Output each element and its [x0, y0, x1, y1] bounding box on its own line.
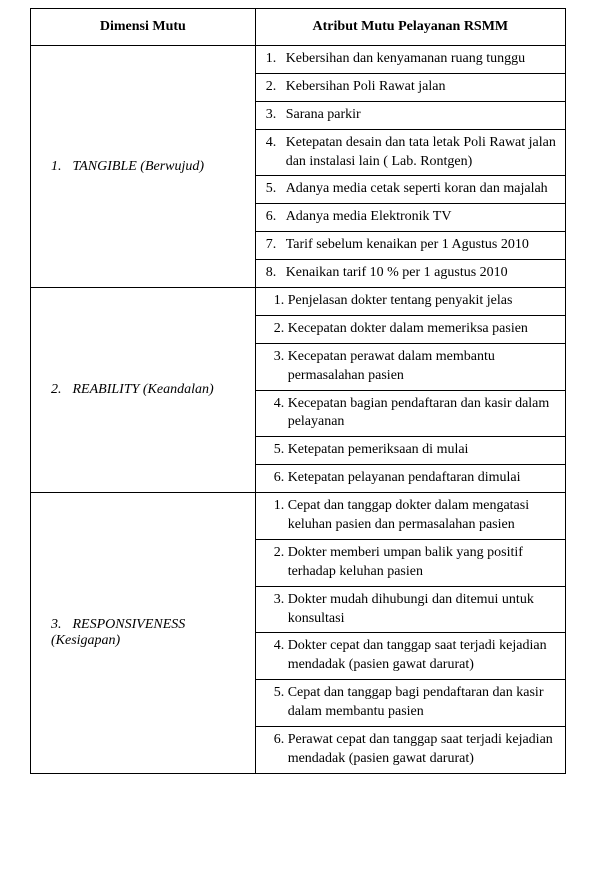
- attribute-cell: 4. Ketepatan desain dan tata letak Poli …: [255, 129, 565, 176]
- attr-num: 5.: [266, 180, 286, 199]
- attribute-cell: 5. Adanya media cetak seperti koran dan …: [255, 176, 565, 204]
- attribute-cell: 6. Ketepatan pelayanan pendaftaran dimul…: [255, 465, 565, 493]
- attr-num: 8.: [266, 264, 286, 283]
- attr-num: 6.: [266, 208, 286, 227]
- attr-text: Cepat dan tanggap dokter dalam mengatasi…: [286, 497, 559, 535]
- attr-num: 2.: [266, 78, 286, 97]
- attr-text: Kecepatan dokter dalam memeriksa pasien: [286, 320, 559, 339]
- attribute-cell: 6. Adanya media Elektronik TV: [255, 204, 565, 232]
- attribute-cell: 3. Kecepatan perawat dalam membantu perm…: [255, 343, 565, 390]
- quality-table: Dimensi Mutu Atribut Mutu Pelayanan RSMM…: [30, 8, 566, 774]
- attr-text: Adanya media cetak seperti koran dan maj…: [286, 180, 559, 199]
- attr-text: Sarana parkir: [286, 106, 559, 125]
- attribute-cell: 1. Cepat dan tanggap dokter dalam mengat…: [255, 493, 565, 540]
- attr-text: Dokter cepat dan tanggap saat terjadi ke…: [286, 637, 559, 675]
- attr-num: 3.: [266, 106, 286, 125]
- attr-num: 4.: [266, 134, 286, 172]
- attribute-cell: 7. Tarif sebelum kenaikan per 1 Agustus …: [255, 232, 565, 260]
- attr-num: 2.: [266, 544, 286, 582]
- attr-num: 6.: [266, 469, 286, 488]
- dimension-label: REABILITY (Keandalan): [73, 382, 214, 397]
- attribute-cell: 3. Dokter mudah dihubungi dan ditemui un…: [255, 586, 565, 633]
- attribute-cell: 8. Kenaikan tarif 10 % per 1 agustus 201…: [255, 260, 565, 288]
- attr-text: Ketepatan pemeriksaan di mulai: [286, 441, 559, 460]
- attribute-cell: 1. Penjelasan dokter tentang penyakit je…: [255, 288, 565, 316]
- table-row: 3. RESPONSIVENESS (Kesigapan) 1. Cepat d…: [31, 493, 566, 540]
- attribute-cell: 5. Cepat dan tanggap bagi pendaftaran da…: [255, 680, 565, 727]
- table-row: 2. REABILITY (Keandalan) 1. Penjelasan d…: [31, 288, 566, 316]
- dimension-num: 3.: [51, 617, 69, 633]
- attribute-cell: 3. Sarana parkir: [255, 101, 565, 129]
- attribute-cell: 6. Perawat cepat dan tanggap saat terjad…: [255, 727, 565, 774]
- attribute-cell: 2. Kebersihan Poli Rawat jalan: [255, 73, 565, 101]
- attr-num: 5.: [266, 441, 286, 460]
- dimension-num: 1.: [51, 159, 69, 175]
- attr-num: 1.: [266, 50, 286, 69]
- header-dimension: Dimensi Mutu: [31, 9, 256, 46]
- attr-text: Penjelasan dokter tentang penyakit jelas: [286, 292, 559, 311]
- attribute-cell: 2. Dokter memberi umpan balik yang posit…: [255, 539, 565, 586]
- attr-num: 4.: [266, 395, 286, 433]
- attr-text: Tarif sebelum kenaikan per 1 Agustus 201…: [286, 236, 559, 255]
- dimension-label: RESPONSIVENESS (Kesigapan): [51, 617, 185, 648]
- attr-num: 3.: [266, 348, 286, 386]
- attribute-cell: 1. Kebersihan dan kenyamanan ruang tungg…: [255, 46, 565, 74]
- table-row: 1. TANGIBLE (Berwujud) 1. Kebersihan dan…: [31, 46, 566, 74]
- dimension-cell: 1. TANGIBLE (Berwujud): [31, 46, 256, 288]
- table-header-row: Dimensi Mutu Atribut Mutu Pelayanan RSMM: [31, 9, 566, 46]
- attr-text: Perawat cepat dan tanggap saat terjadi k…: [286, 731, 559, 769]
- dimension-label: TANGIBLE (Berwujud): [73, 159, 205, 174]
- attr-text: Cepat dan tanggap bagi pendaftaran dan k…: [286, 684, 559, 722]
- attr-text: Kecepatan bagian pendaftaran dan kasir d…: [286, 395, 559, 433]
- header-attribute: Atribut Mutu Pelayanan RSMM: [255, 9, 565, 46]
- attribute-cell: 5. Ketepatan pemeriksaan di mulai: [255, 437, 565, 465]
- attr-text: Dokter mudah dihubungi dan ditemui untuk…: [286, 591, 559, 629]
- dimension-cell: 2. REABILITY (Keandalan): [31, 288, 256, 493]
- attribute-cell: 4. Dokter cepat dan tanggap saat terjadi…: [255, 633, 565, 680]
- attr-num: 1.: [266, 497, 286, 535]
- attr-text: Adanya media Elektronik TV: [286, 208, 559, 227]
- attribute-cell: 2. Kecepatan dokter dalam memeriksa pasi…: [255, 315, 565, 343]
- attr-text: Kebersihan Poli Rawat jalan: [286, 78, 559, 97]
- attr-text: Ketepatan desain dan tata letak Poli Raw…: [286, 134, 559, 172]
- dimension-num: 2.: [51, 382, 69, 398]
- attr-text: Kecepatan perawat dalam membantu permasa…: [286, 348, 559, 386]
- attr-num: 5.: [266, 684, 286, 722]
- attr-num: 3.: [266, 591, 286, 629]
- attribute-cell: 4. Kecepatan bagian pendaftaran dan kasi…: [255, 390, 565, 437]
- attr-num: 6.: [266, 731, 286, 769]
- attr-text: Kenaikan tarif 10 % per 1 agustus 2010: [286, 264, 559, 283]
- dimension-cell: 3. RESPONSIVENESS (Kesigapan): [31, 493, 256, 774]
- attr-num: 1.: [266, 292, 286, 311]
- attr-text: Kebersihan dan kenyamanan ruang tunggu: [286, 50, 559, 69]
- attr-num: 2.: [266, 320, 286, 339]
- attr-num: 7.: [266, 236, 286, 255]
- attr-text: Ketepatan pelayanan pendaftaran dimulai: [286, 469, 559, 488]
- attr-text: Dokter memberi umpan balik yang positif …: [286, 544, 559, 582]
- attr-num: 4.: [266, 637, 286, 675]
